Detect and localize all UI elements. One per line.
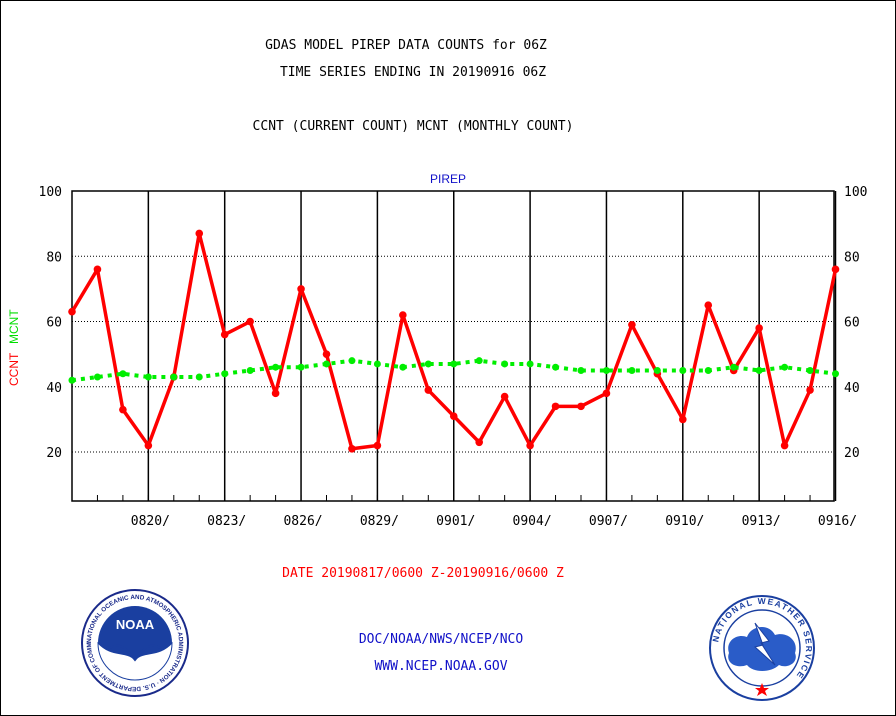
data-point-mcnt (501, 360, 509, 368)
y-tick-label-right: 40 (844, 381, 860, 396)
x-tick-label: 0910/ (665, 514, 704, 529)
data-point-ccnt (246, 317, 254, 326)
data-point-ccnt (806, 386, 814, 394)
data-point-mcnt (348, 357, 356, 365)
noaa-logo-text: NOAA (116, 617, 155, 632)
x-tick-label: 0901/ (436, 514, 475, 529)
chart-axes: 20 20 40 40 60 60 80 80 100 100 0820/0823/0826/082… (39, 185, 868, 529)
y-tick-label-left: 100 (39, 185, 62, 200)
data-point-ccnt (780, 441, 789, 450)
chart-series (68, 229, 840, 453)
data-point-ccnt (373, 441, 382, 450)
chart-title-line1: GDAS MODEL PIREP DATA COUNTS for 06Z (265, 38, 547, 53)
data-point-ccnt (271, 389, 280, 398)
x-tick-label: 0916/ (818, 514, 857, 529)
data-point-ccnt (195, 229, 204, 238)
data-point-mcnt (755, 366, 763, 374)
data-point-mcnt (221, 370, 229, 378)
chart-grid (72, 191, 837, 501)
data-point-ccnt (755, 324, 763, 332)
data-point-mcnt (475, 357, 483, 365)
y-tick-label-right: 80 (844, 250, 860, 265)
data-point-mcnt (68, 376, 76, 384)
url-line[interactable]: WWW.NCEP.NOAA.GOV (374, 659, 508, 674)
data-point-ccnt (526, 441, 534, 450)
data-point-mcnt (424, 360, 432, 368)
data-point-mcnt (170, 373, 178, 381)
data-point-mcnt (552, 363, 560, 371)
data-point-mcnt (526, 360, 534, 368)
data-point-mcnt (450, 360, 458, 368)
x-tick-label: 0829/ (360, 514, 399, 529)
data-point-ccnt (144, 441, 153, 450)
data-point-mcnt (373, 360, 381, 368)
data-point-ccnt (679, 415, 687, 424)
x-tick-label: 0820/ (131, 514, 170, 529)
data-point-ccnt (322, 350, 331, 358)
y-tick-label-left: 60 (46, 316, 62, 331)
data-point-ccnt (399, 311, 407, 319)
y-tick-label-left: 80 (46, 250, 62, 265)
panel-title: PIREP (430, 172, 466, 186)
data-point-ccnt (831, 265, 840, 274)
date-range: DATE 20190817/0600 Z-20190916/0600 Z (282, 566, 564, 581)
chart-title-line2: TIME SERIES ENDING IN 20190916 06Z (279, 65, 547, 80)
nws-logo: NATIONAL WEATHER SERVICE (709, 595, 815, 701)
plot-frame (71, 190, 835, 502)
y-tick-label-right: 60 (844, 316, 860, 331)
data-point-ccnt (577, 402, 585, 411)
org-line: DOC/NOAA/NWS/NCEP/NCO (358, 632, 524, 647)
data-point-mcnt (577, 366, 585, 374)
x-tick-label: 0913/ (742, 514, 781, 529)
data-point-mcnt (806, 366, 814, 374)
data-point-ccnt (424, 386, 433, 394)
data-point-ccnt (602, 389, 611, 398)
data-point-mcnt (119, 370, 127, 378)
data-point-mcnt (399, 363, 407, 371)
data-point-ccnt (93, 265, 102, 274)
data-point-mcnt (272, 363, 280, 371)
data-point-mcnt (781, 363, 789, 371)
data-point-mcnt (93, 373, 101, 381)
data-point-mcnt (730, 363, 738, 371)
data-point-mcnt (832, 370, 839, 378)
data-point-mcnt (602, 366, 610, 374)
data-point-mcnt (195, 373, 203, 381)
x-tick-label: 0823/ (207, 514, 246, 529)
data-point-ccnt (297, 285, 305, 293)
data-point-mcnt (628, 366, 636, 374)
data-point-ccnt (500, 392, 509, 401)
data-point-ccnt (220, 330, 229, 339)
data-point-mcnt (653, 366, 661, 374)
data-point-ccnt (119, 405, 127, 414)
y-tick-label-left: 20 (46, 446, 62, 461)
y-tick-label-right: 20 (844, 446, 860, 461)
data-point-mcnt (297, 363, 305, 371)
data-point-ccnt (475, 438, 484, 447)
chart-subtitle: CCNT (CURRENT COUNT) MCNT (MONTHLY COUNT… (252, 119, 574, 134)
data-point-ccnt (704, 301, 713, 310)
data-point-ccnt (449, 412, 458, 420)
data-point-ccnt (551, 402, 560, 411)
data-point-ccnt (628, 320, 636, 329)
data-point-mcnt (704, 366, 712, 374)
data-point-mcnt (144, 373, 152, 381)
data-point-mcnt (679, 366, 687, 374)
y-tick-label-left: 40 (46, 381, 62, 396)
x-tick-label: 0907/ (589, 514, 628, 529)
ylabel-ccnt: CCNT (7, 352, 21, 386)
data-point-mcnt (246, 366, 254, 374)
data-point-ccnt (68, 307, 76, 316)
noaa-logo: NOAA NATIONAL OCEANIC AND ATMOSPHERIC AD… (80, 588, 189, 697)
y-tick-label-right: 100 (844, 185, 867, 200)
ylabel-mcnt: MCNT (7, 309, 21, 344)
data-point-ccnt (348, 444, 356, 453)
x-tick-label: 0904/ (513, 514, 552, 529)
data-point-mcnt (323, 360, 330, 368)
x-tick-label: 0826/ (283, 514, 322, 529)
